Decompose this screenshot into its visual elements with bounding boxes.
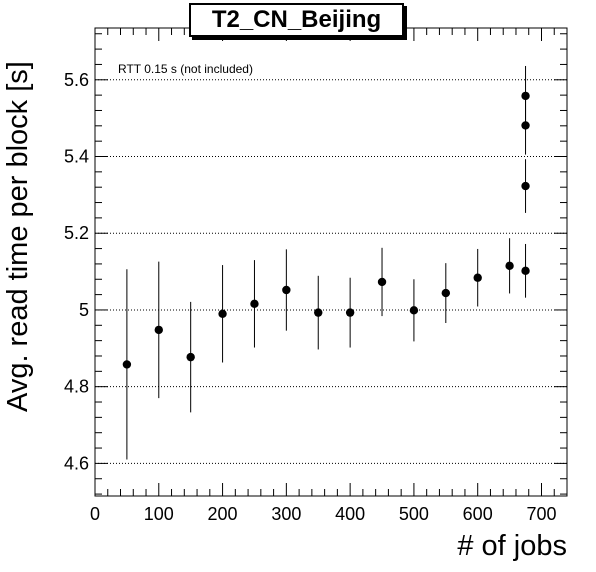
axis-ticks: 0 100 200 300 400 500 600 700 4.6 4.8 5 5.2 5.4 5.6 xyxy=(64,28,568,524)
data-point xyxy=(473,273,482,282)
chart-title: T2_CN_Beijing xyxy=(189,3,404,37)
x-tick-label: 600 xyxy=(463,504,493,524)
data-point xyxy=(345,308,355,317)
x-tick-label: 100 xyxy=(144,504,174,524)
x-tick-label: 200 xyxy=(208,504,238,524)
data-point xyxy=(218,309,227,318)
y-tick-label: 5.6 xyxy=(64,70,89,90)
data-point xyxy=(441,288,451,298)
x-tick-label: 700 xyxy=(526,504,556,524)
data-point xyxy=(154,325,163,335)
data-point xyxy=(186,352,195,362)
data-point xyxy=(250,299,259,309)
y-tick-label: 5.2 xyxy=(64,223,89,243)
data-point xyxy=(377,277,387,287)
chart-title-text: T2_CN_Beijing xyxy=(211,6,382,33)
data-point xyxy=(521,181,530,191)
data-point xyxy=(282,285,291,295)
x-axis-title: # of jobs xyxy=(457,530,567,562)
data-point xyxy=(521,91,530,101)
y-tick-label: 4.8 xyxy=(64,377,89,397)
data-points xyxy=(122,65,530,460)
x-tick-label: 300 xyxy=(271,504,301,524)
x-tick-label: 0 xyxy=(90,504,100,524)
x-tick-label: 400 xyxy=(335,504,365,524)
data-point xyxy=(122,360,132,369)
y-tick-label: 5 xyxy=(79,300,89,320)
y-tick-label: 4.6 xyxy=(64,453,89,473)
data-point xyxy=(521,266,530,276)
data-point xyxy=(314,308,323,317)
y-tick-label: 5.4 xyxy=(64,147,89,167)
x-tick-label: 500 xyxy=(399,504,429,524)
data-point xyxy=(505,261,514,271)
y-axis-title: Avg. read time per block [s] xyxy=(2,61,34,412)
rtt-annotation: RTT 0.15 s (not included) xyxy=(118,62,253,76)
grid-lines xyxy=(95,79,567,464)
plot-frame xyxy=(94,27,568,497)
data-point xyxy=(409,306,419,315)
